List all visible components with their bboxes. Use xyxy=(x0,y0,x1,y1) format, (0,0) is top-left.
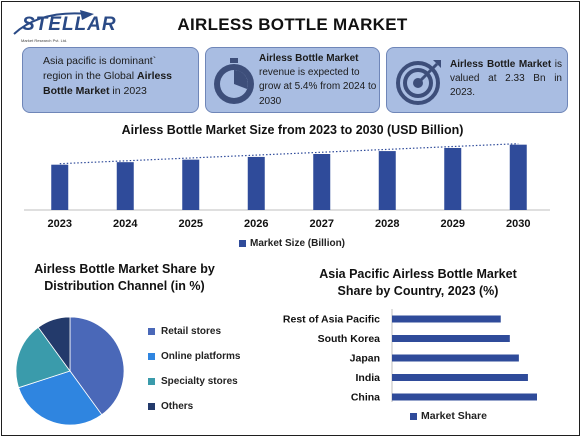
bar-legend-swatch xyxy=(239,240,246,247)
hbar xyxy=(392,374,528,381)
x-tick-label: 2028 xyxy=(375,218,399,230)
bar-legend-label: Market Size (Billion) xyxy=(250,238,346,249)
trendline xyxy=(59,143,519,165)
pie-chart-title: Airless Bottle Market Share by Distribut… xyxy=(34,262,215,293)
hbar-legend-swatch xyxy=(410,412,417,420)
pie-chart xyxy=(15,316,125,426)
logo-name: STELLAR xyxy=(22,14,117,35)
info-card-growth: Airless Bottle Market revenue is expecte… xyxy=(205,47,380,113)
y-tick-label: South Korea xyxy=(318,333,381,345)
hbar-legend: Market Share xyxy=(410,410,487,422)
logo-swoosh-icon xyxy=(13,10,94,35)
pie-legend-label: Retail stores xyxy=(161,326,222,337)
pie-legend-label: Specialty stores xyxy=(161,376,238,387)
bar-chart: 2023 2024 2025 2026 2027 2028 2029 2030 xyxy=(24,143,550,230)
pie-legend-label: Online platforms xyxy=(161,351,241,362)
logo-subtext: Market Research Pvt. Ltd. xyxy=(21,38,68,43)
pie-legend-online: Online platforms xyxy=(148,351,240,362)
pie-slice xyxy=(18,370,103,426)
x-tick-label: 2030 xyxy=(506,218,530,230)
bar xyxy=(444,147,462,210)
bar xyxy=(51,164,69,210)
stellar-logo: STELLAR Market Research Pvt. Ltd. xyxy=(10,8,116,44)
stopwatch-icon xyxy=(214,58,254,104)
bar xyxy=(247,156,265,210)
hbar xyxy=(392,354,519,362)
y-tick-label: India xyxy=(355,372,380,384)
pie-legend-swatch xyxy=(148,403,155,410)
card3-post: is valued at 2.33 Bn in 2023. xyxy=(450,59,562,99)
pie-slice xyxy=(15,326,71,389)
pie-legend-swatch xyxy=(148,328,155,335)
target-icon xyxy=(396,60,441,105)
bar xyxy=(313,154,331,210)
y-tick-label: China xyxy=(351,392,380,403)
card2-text: Airless Bottle Market revenue is expecte… xyxy=(259,52,377,109)
hbar xyxy=(392,335,510,342)
pie-legend-specialty: Specialty stores xyxy=(148,376,238,387)
bar xyxy=(509,144,527,210)
bar xyxy=(116,162,134,210)
pie-slice xyxy=(69,316,125,416)
x-tick-label: 2025 xyxy=(179,218,203,230)
pie-legend-label: Others xyxy=(161,401,194,412)
pie-slice xyxy=(37,316,71,373)
card2-bold: Airless Bottle Market xyxy=(259,53,359,64)
hbar-legend-label: Market Share xyxy=(421,410,487,422)
info-card-region: Asia pacific is dominant` region in the … xyxy=(22,47,199,113)
y-tick-label: Rest of Asia Pacific xyxy=(283,314,380,326)
x-tick-label: 2026 xyxy=(244,218,268,230)
card1-post: in 2023 xyxy=(109,85,147,98)
pie-legend-swatch xyxy=(148,353,155,360)
card2-post: revenue is expected to grow at 5.4% from… xyxy=(259,67,377,107)
pie-legend-retail: Retail stores xyxy=(148,326,221,337)
bar-legend: Market Size (Billion) xyxy=(239,238,345,249)
y-tick-label: Japan xyxy=(350,353,380,365)
card3-text: Airless Bottle Market is valued at 2.33 … xyxy=(450,58,562,101)
bar xyxy=(378,151,396,210)
x-tick-label: 2029 xyxy=(441,218,465,230)
x-tick-label: 2027 xyxy=(310,218,334,230)
page-title: AIRLESS BOTTLE MARKET xyxy=(177,15,408,34)
card3-bold: Airless Bottle Market xyxy=(450,59,552,70)
card1-bold: Airless Bottle Market xyxy=(43,70,173,98)
bar xyxy=(182,159,200,210)
x-tick-label: 2024 xyxy=(113,218,138,230)
hbar xyxy=(392,393,537,401)
info-card-value: Airless Bottle Market is valued at 2.33 … xyxy=(386,47,568,113)
hbar-chart: Rest of Asia Pacific South Korea Japan Indi… xyxy=(283,309,537,403)
card1-text: Asia pacific is dominant` region in the … xyxy=(43,55,157,83)
hbar xyxy=(392,315,501,323)
bar-chart-title: Airless Bottle Market Size from 2023 to … xyxy=(121,123,464,137)
pie-legend-others: Others xyxy=(148,401,193,412)
hbar-chart-title: Asia Pacific Airless Bottle Market Share… xyxy=(319,267,517,298)
x-tick-label: 2023 xyxy=(48,218,72,230)
pie-legend-swatch xyxy=(148,378,155,385)
